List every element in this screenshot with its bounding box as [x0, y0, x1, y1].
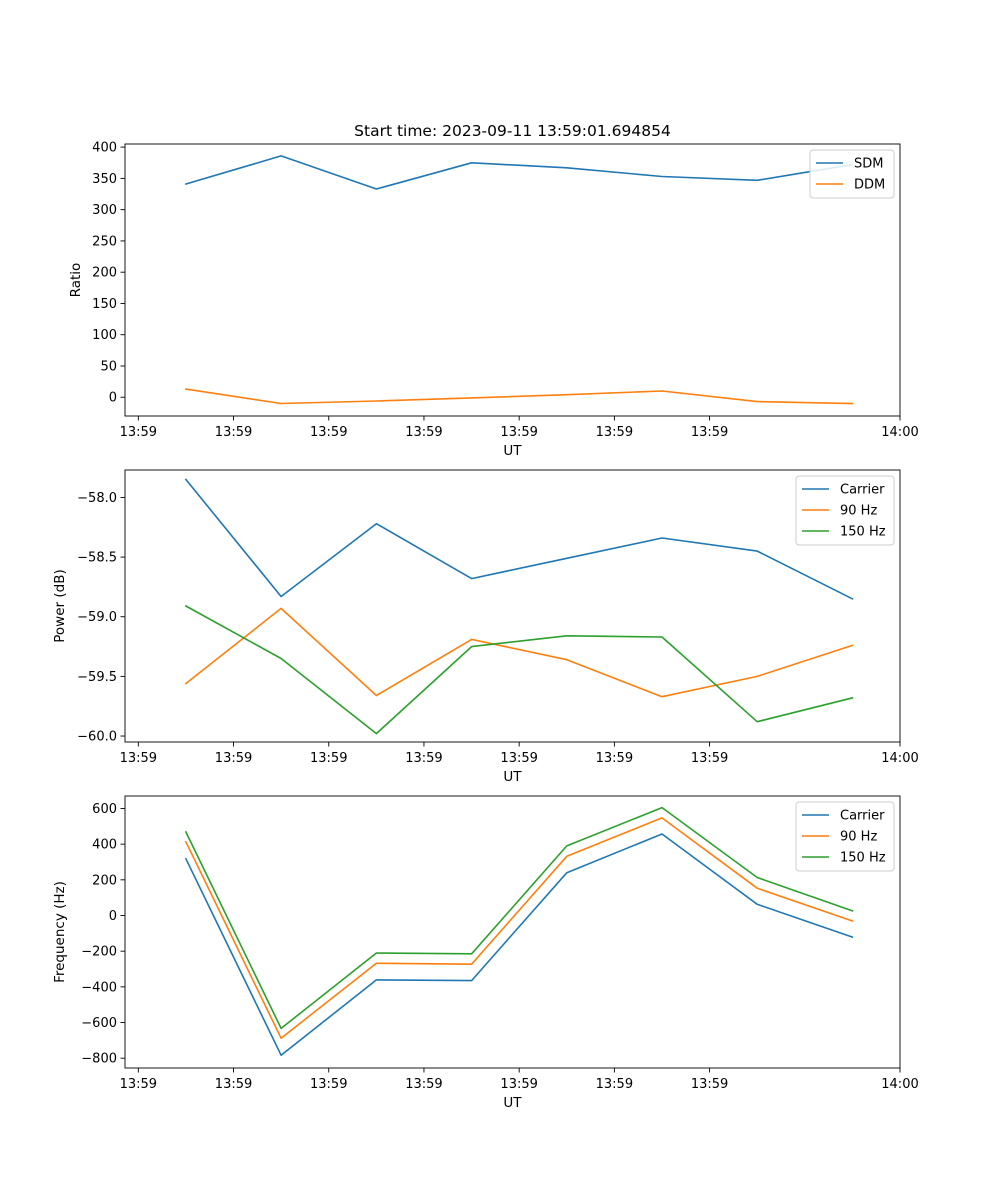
y-tick-label: −600 — [81, 1016, 117, 1031]
axes-frame — [124, 143, 901, 417]
x-tick-label: 13:59 — [215, 425, 252, 440]
x-tick-label: 13:59 — [310, 751, 347, 766]
subplot-3: 13:59 13:59 13:59 13:59 13:59 13:59 13:59 14:00… — [52, 795, 919, 1111]
y-tick-label: 400 — [92, 141, 117, 156]
x-tick-label: 13:59 — [691, 751, 728, 766]
legend-label-sdm: SDM — [854, 157, 883, 172]
legend: SDM DDM — [809, 149, 895, 199]
x-tick-label: 13:59 — [120, 1077, 157, 1092]
series-line-90-hz — [184, 607, 854, 698]
subplots: 13:59 13:59 13:59 13:59 13:59 13:59 13:59 14:00… — [52, 141, 919, 1111]
y-axis-label: Power (dB) — [52, 569, 68, 642]
legend-label-150-hz: 150 Hz — [840, 851, 886, 866]
x-tick-label: 14:00 — [881, 1077, 918, 1092]
y-tick-label: 250 — [92, 234, 117, 249]
x-tick-label: 13:59 — [405, 751, 442, 766]
y-tick-label: −58.5 — [77, 551, 117, 566]
x-tick-label: 13:59 — [215, 1077, 252, 1092]
y-tick-label: −800 — [81, 1052, 117, 1067]
legend-box — [795, 475, 895, 546]
series-line-150-hz — [184, 604, 854, 735]
series-line-carrier — [184, 478, 854, 600]
y-tick-label: 150 — [92, 297, 117, 312]
y-tick-label: 0 — [109, 391, 117, 406]
y-tick-label: 0 — [109, 909, 117, 924]
y-tick-label: 200 — [92, 266, 117, 281]
y-tick-label: −59.0 — [77, 610, 117, 625]
x-tick-label: 13:59 — [310, 1077, 347, 1092]
y-tick-label: 50 — [100, 359, 117, 374]
x-tick-label: 13:59 — [500, 751, 537, 766]
y-tick-label: 600 — [92, 802, 117, 817]
x-tick-label: 13:59 — [120, 751, 157, 766]
series-line-carrier — [184, 833, 854, 1056]
x-tick-label: 13:59 — [310, 425, 347, 440]
x-tick-label: 13:59 — [596, 751, 633, 766]
x-tick-label: 14:00 — [881, 425, 918, 440]
y-tick-label: −400 — [81, 980, 117, 995]
y-tick-label: 400 — [92, 838, 117, 853]
x-axis-label: UT — [503, 443, 522, 459]
x-tick-label: 13:59 — [500, 425, 537, 440]
x-tick-label: 13:59 — [120, 425, 157, 440]
x-axis-label: UT — [503, 769, 522, 785]
x-tick-label: 13:59 — [596, 425, 633, 440]
subplot-1: 13:59 13:59 13:59 13:59 13:59 13:59 13:59 14:00… — [68, 141, 919, 459]
y-tick-label: −200 — [81, 945, 117, 960]
x-tick-label: 13:59 — [691, 425, 728, 440]
y-axis-label: Frequency (Hz) — [52, 881, 68, 983]
legend: Carrier 90 Hz 150 Hz — [795, 801, 895, 872]
x-tick-label: 13:59 — [405, 1077, 442, 1092]
figure-title: Start time: 2023-09-11 13:59:01.694854 — [354, 122, 671, 140]
series-line-sdm — [184, 155, 854, 190]
x-tick-label: 13:59 — [405, 425, 442, 440]
series-line-150-hz — [184, 806, 854, 1030]
legend-label-150-hz: 150 Hz — [840, 525, 886, 540]
axes-frame — [124, 795, 901, 1069]
legend-label-carrier: Carrier — [840, 483, 885, 498]
legend: Carrier 90 Hz 150 Hz — [795, 475, 895, 546]
legend-label-90-hz: 90 Hz — [840, 504, 877, 519]
series-line-ddm — [184, 388, 854, 405]
legend-box — [809, 149, 895, 199]
y-axis-label: Ratio — [68, 263, 84, 298]
x-tick-label: 13:59 — [500, 1077, 537, 1092]
axes-frame — [124, 469, 901, 743]
y-tick-label: 200 — [92, 873, 117, 888]
y-tick-label: −58.0 — [77, 491, 117, 506]
x-tick-label: 13:59 — [215, 751, 252, 766]
y-tick-label: −59.5 — [77, 670, 117, 685]
y-tick-label: 100 — [92, 328, 117, 343]
y-tick-label: −60.0 — [77, 730, 117, 745]
legend-label-ddm: DDM — [854, 178, 885, 193]
x-tick-label: 14:00 — [881, 751, 918, 766]
x-tick-label: 13:59 — [691, 1077, 728, 1092]
series-line-90-hz — [184, 817, 854, 1039]
y-tick-label: 350 — [92, 172, 117, 187]
legend-label-carrier: Carrier — [840, 809, 885, 824]
x-axis-label: UT — [503, 1095, 522, 1111]
y-tick-label: 300 — [92, 203, 117, 218]
subplot-2: 13:59 13:59 13:59 13:59 13:59 13:59 13:59 14:00… — [52, 469, 919, 785]
legend-box — [795, 801, 895, 872]
legend-label-90-hz: 90 Hz — [840, 830, 877, 845]
x-tick-label: 13:59 — [596, 1077, 633, 1092]
